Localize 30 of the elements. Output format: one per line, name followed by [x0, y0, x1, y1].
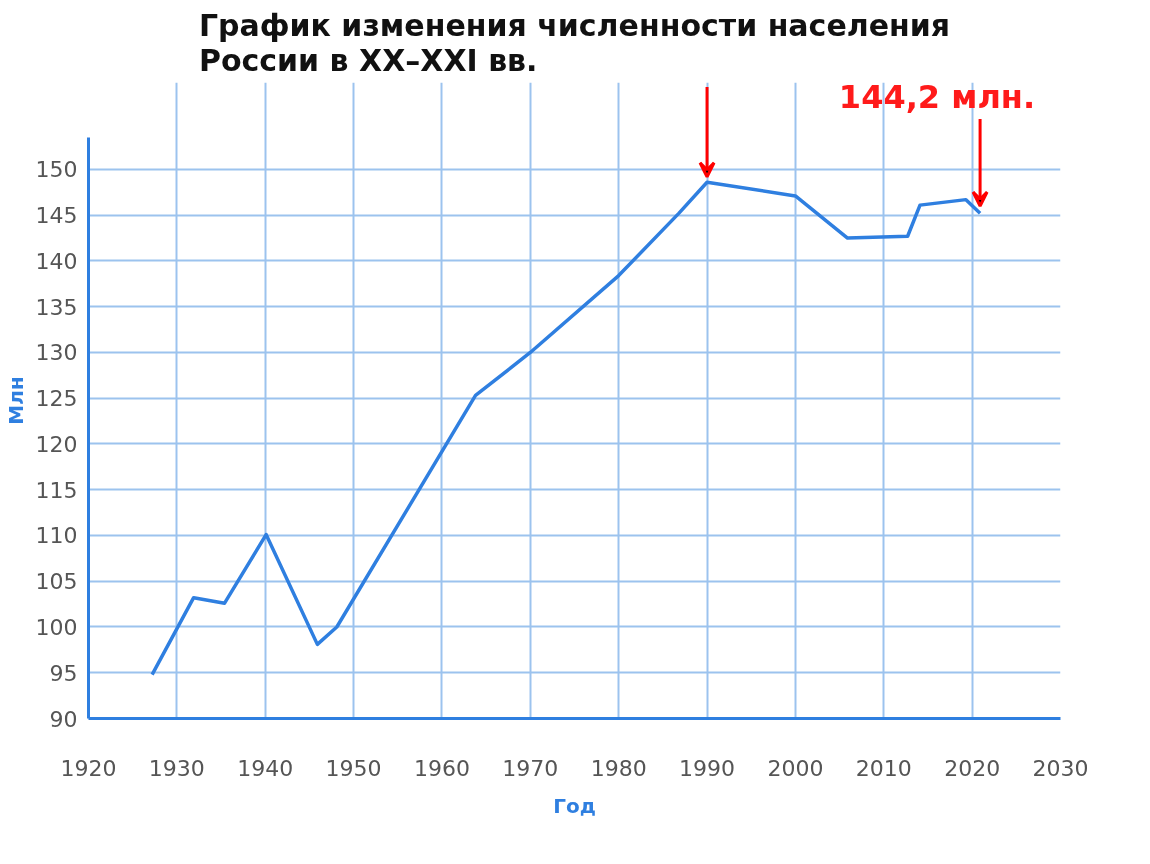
x-tick-label: 1970 — [502, 755, 559, 781]
annotation: 144,2 млн. — [838, 78, 1036, 117]
x-tick-label: 1990 — [679, 755, 736, 781]
x-tick-label: 1940 — [237, 755, 294, 781]
y-tick-label: 125 — [35, 386, 78, 412]
y-tick-label: 140 — [35, 248, 78, 274]
x-tick-label: 2010 — [855, 755, 912, 781]
line-series — [150, 180, 982, 677]
chart-title: График изменения численности населения России в XX–XXI вв. — [198, 7, 951, 78]
y-tick-label: 105 — [35, 569, 78, 595]
y-tick-label: 95 — [49, 660, 78, 686]
y-tick-label: 120 — [35, 431, 78, 457]
x-tick-label: 1980 — [590, 755, 647, 781]
y-axis-title: Млн — [3, 376, 28, 425]
x-tick-label: 1950 — [325, 755, 382, 781]
x-tick-label: 2030 — [1032, 755, 1089, 781]
x-tick-label: 2000 — [767, 755, 824, 781]
x-tick-label: 2020 — [944, 755, 1001, 781]
y-tick-label: 130 — [35, 340, 78, 366]
x-tick-label: 1920 — [60, 755, 117, 781]
y-tick-label: 115 — [35, 477, 78, 503]
x-tick-label: 1960 — [413, 755, 470, 781]
y-tick-label: 100 — [35, 614, 78, 640]
x-tick-label: 1930 — [148, 755, 205, 781]
x-axis-title: Год — [553, 793, 596, 818]
y-tick-label: 145 — [35, 203, 78, 229]
y-tick-label: 150 — [35, 157, 78, 183]
y-tick-label: 110 — [35, 523, 78, 549]
y-tick-label: 90 — [49, 706, 78, 732]
y-tick-label: 135 — [35, 294, 78, 320]
